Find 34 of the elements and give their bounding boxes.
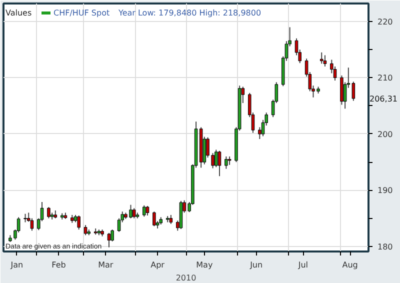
candlestick: [340, 74, 344, 106]
candlestick: [258, 126, 262, 140]
candlestick: [323, 54, 327, 67]
y-tick-label: 210: [378, 74, 393, 83]
legend-label: CHF/HUF Spot: [54, 8, 110, 18]
candlestick: [224, 156, 228, 170]
text: Year Low: 179,8480 High: 218,9800: [118, 8, 262, 18]
candlestick: [146, 205, 150, 216]
y-tick-label: 220: [378, 17, 393, 26]
candlestick: [320, 52, 324, 64]
candlestick: [132, 208, 136, 219]
candlestick: [107, 232, 111, 248]
x-tick-label: Mar: [98, 260, 114, 270]
candlestick: [214, 149, 218, 168]
x-tick-label: Apr: [150, 260, 166, 270]
text: Values: [6, 8, 32, 18]
candlestick: [84, 224, 88, 236]
y-tick-label: 200: [378, 130, 393, 139]
candlestick: [218, 150, 222, 177]
x-tick-label: Jun: [249, 260, 263, 270]
x-axis-title: 2010: [176, 274, 196, 282]
y-tick-label: 180: [378, 242, 393, 252]
candlestick: [77, 215, 80, 230]
y-tick-label: 190: [378, 186, 393, 196]
x-tick-label: Jul: [297, 260, 308, 270]
candlestick: [142, 204, 146, 218]
candlestick: [47, 206, 50, 219]
candlestick: [352, 81, 356, 102]
x-tick-label: May: [196, 260, 213, 270]
x-tick-label: Feb: [52, 260, 66, 270]
x-tick-label: Aug: [342, 260, 358, 270]
x-tick-label: Jan: [10, 260, 24, 270]
candlestick: [152, 211, 156, 227]
text: 206,31: [370, 94, 398, 104]
